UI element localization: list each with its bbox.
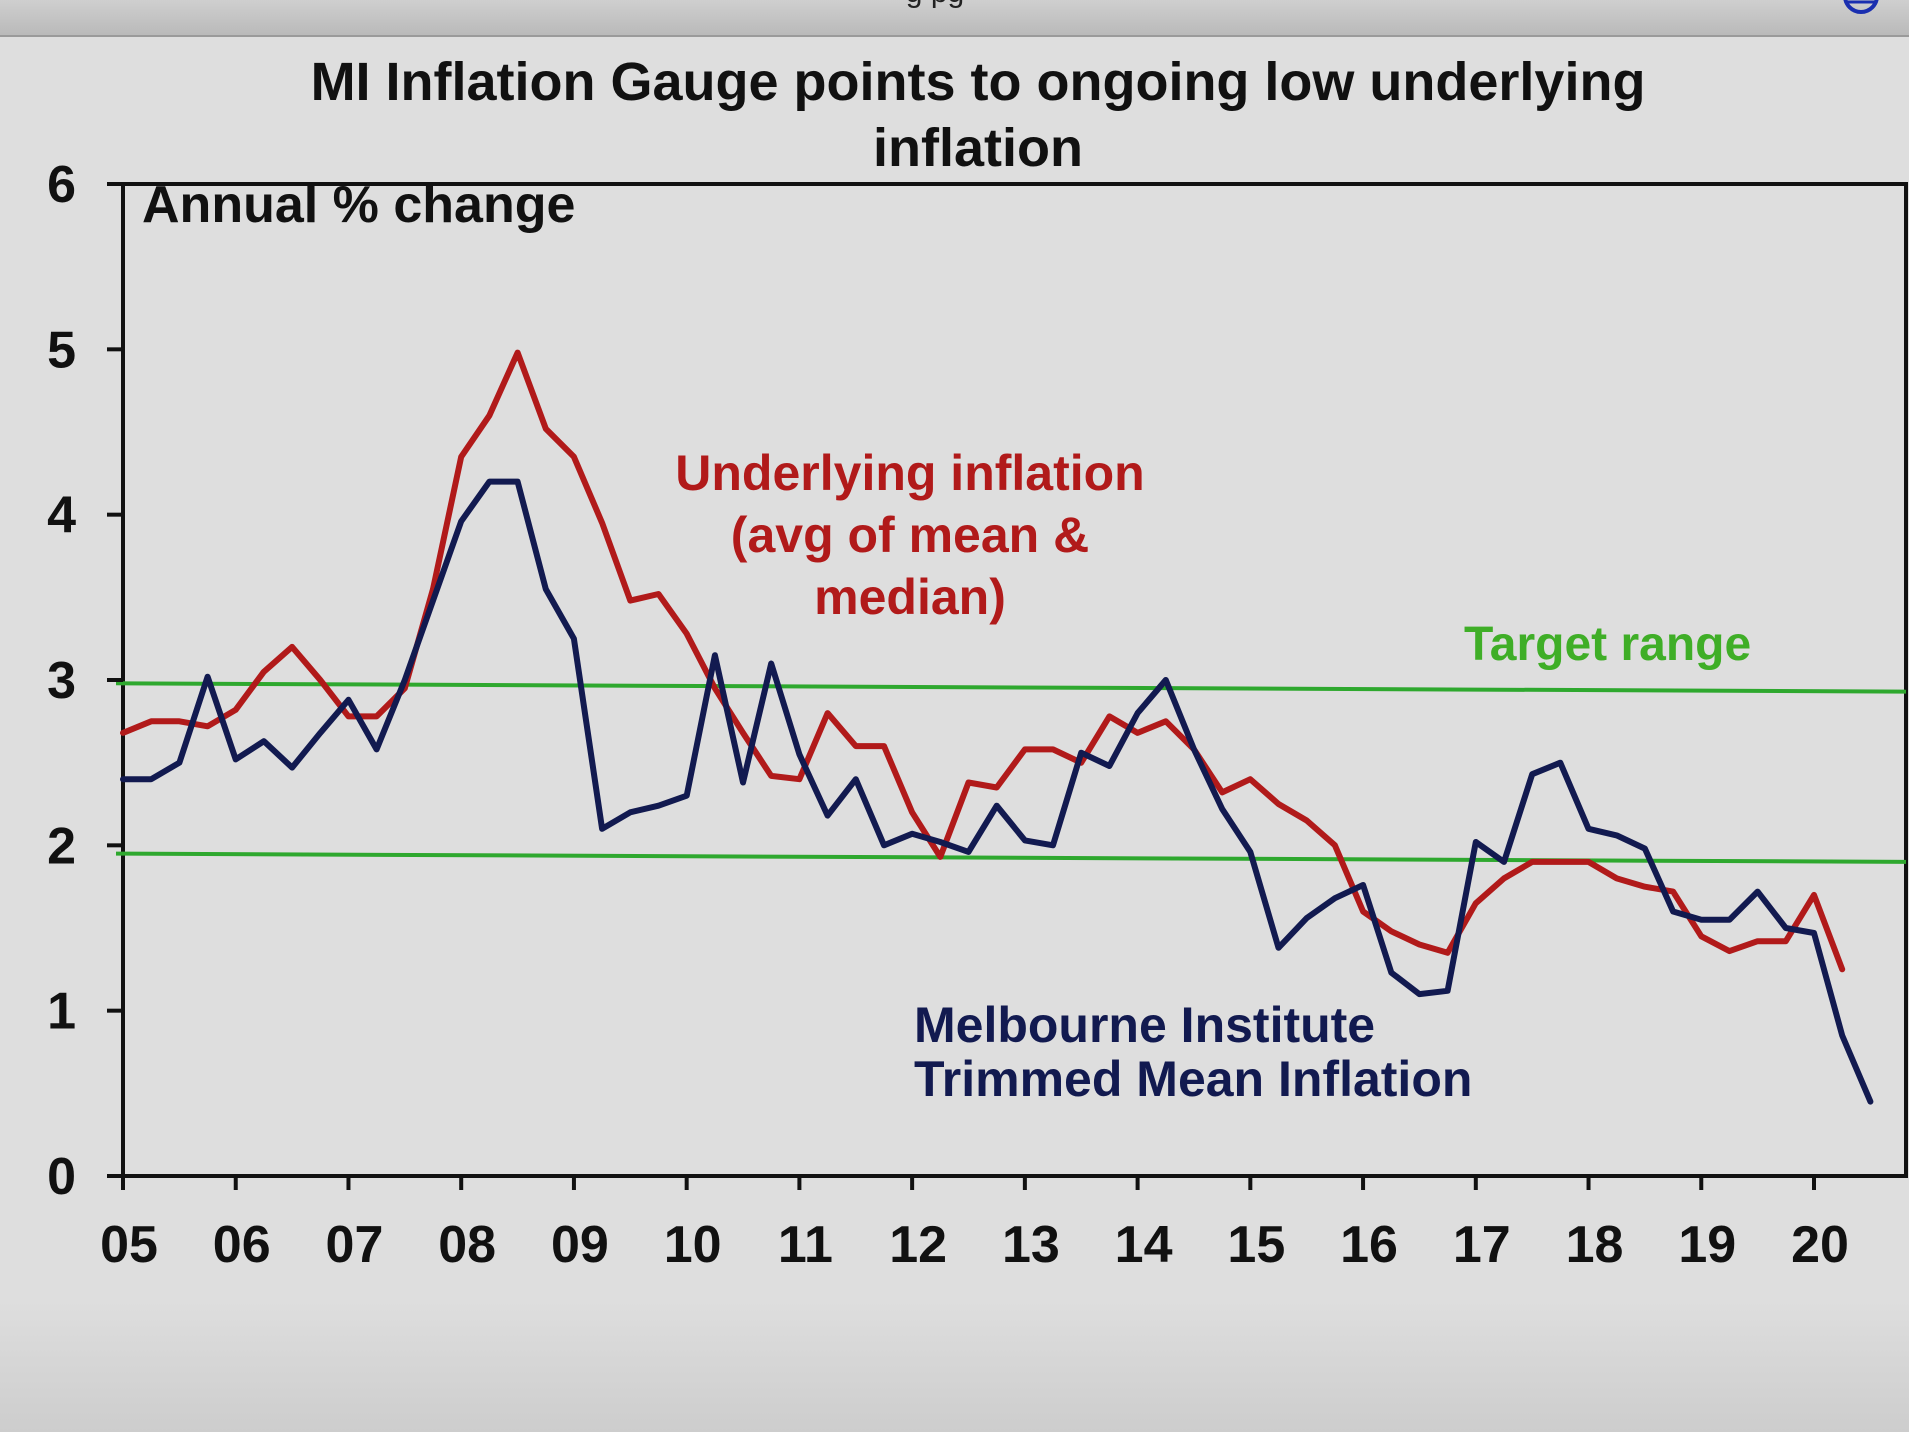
x-tick-label-17: 17	[1453, 1216, 1511, 1274]
series-lines	[120, 349, 1874, 1105]
annotation-target-range: Target range	[1464, 618, 1751, 671]
annotation-underlying-line-2: (avg of mean &	[731, 507, 1089, 563]
x-tick-label-12: 12	[889, 1216, 947, 1274]
annotation-target-range-text: Target range	[1464, 618, 1751, 671]
y-tick-label-5: 5	[47, 321, 76, 379]
bottom-shade	[0, 1300, 1909, 1432]
globe-icon[interactable]	[1843, 0, 1879, 14]
target-range-lines	[115, 681, 1907, 864]
annotation-melbourne-line-2: Trimmed Mean Inflation	[914, 1051, 1472, 1107]
window-top-bar	[0, 0, 1909, 36]
x-tick-label-20: 20	[1791, 1216, 1849, 1274]
annotation-melbourne-line-1: Melbourne Institute	[914, 997, 1375, 1053]
x-tick-label-08: 08	[438, 1216, 496, 1274]
x-tick-label-13: 13	[1002, 1216, 1060, 1274]
y-tick-label-6: 6	[47, 156, 76, 214]
x-tick-label-10: 10	[664, 1216, 722, 1274]
x-tick-label-11: 11	[778, 1216, 833, 1274]
y-tick-label-3: 3	[47, 652, 76, 710]
window-title-fragment: g pg	[906, 0, 964, 9]
annotation-underlying: Underlying inflation (avg of mean & medi…	[675, 445, 1144, 625]
y-tick-label-2: 2	[47, 817, 76, 875]
x-tick-label-07: 07	[326, 1216, 384, 1274]
annotation-underlying-line-3: median)	[814, 569, 1006, 625]
x-tick-label-15: 15	[1227, 1216, 1285, 1274]
x-tick-label-19: 19	[1678, 1216, 1736, 1274]
x-tick-label-16: 16	[1340, 1216, 1398, 1274]
x-tick-label-09: 09	[551, 1216, 609, 1274]
target-upper-line	[115, 681, 1907, 694]
x-tick-label-18: 18	[1566, 1216, 1624, 1274]
y-tick-label-1: 1	[47, 983, 76, 1041]
y-tick-label-4: 4	[47, 487, 76, 545]
y-axis: 0 1 2 3 4 5 6	[47, 156, 123, 1206]
x-tick-label-06: 06	[213, 1216, 271, 1274]
target-lower-line	[115, 851, 1907, 864]
x-tick-label-14: 14	[1115, 1216, 1173, 1274]
x-tick-label-05: 05	[100, 1216, 158, 1274]
annotation-underlying-line-1: Underlying inflation	[675, 445, 1144, 501]
y-tick-label-0: 0	[47, 1148, 76, 1206]
chart-title-line-2: inflation	[873, 118, 1083, 178]
x-axis: 05 06 07 08 09 10 11 12 13 14 15 16 17 18 19 20	[100, 1176, 1849, 1274]
chart-title-line-1: MI Inflation Gauge points to ongoing low…	[311, 52, 1646, 112]
annotation-melbourne: Melbourne Institute Trimmed Mean Inflati…	[914, 997, 1472, 1107]
